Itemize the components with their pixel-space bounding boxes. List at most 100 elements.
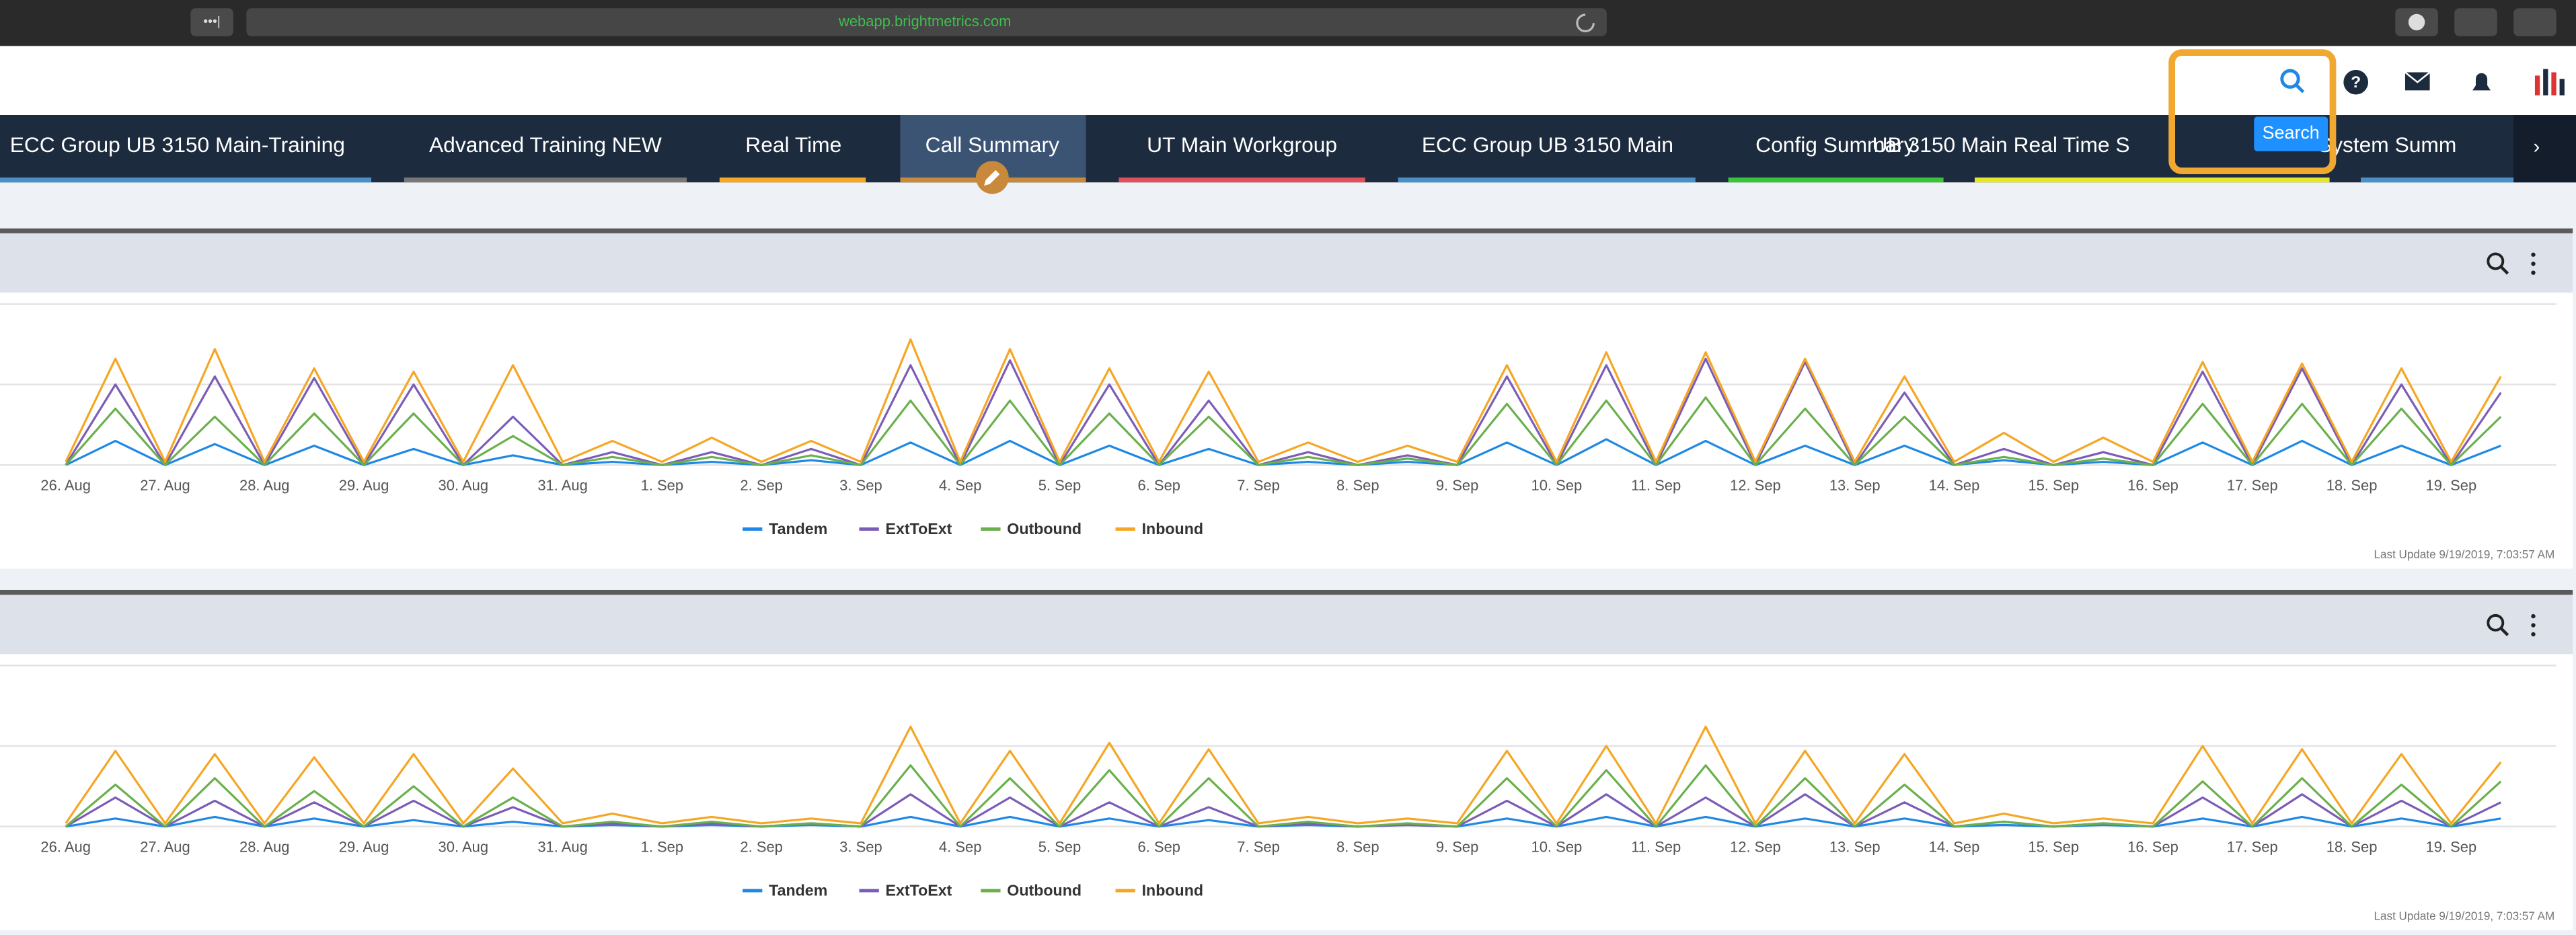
zoom-button[interactable] bbox=[2487, 613, 2509, 636]
menu-label: •••| bbox=[203, 14, 221, 29]
x-tick-label: 5. Sep bbox=[1038, 838, 1082, 855]
menu-dot bbox=[2531, 270, 2536, 275]
x-tick-label: 16. Sep bbox=[2127, 838, 2179, 855]
menu-button[interactable] bbox=[190, 8, 233, 36]
x-tick-label: 15. Sep bbox=[2028, 477, 2079, 494]
mail-icon[interactable] bbox=[2404, 71, 2431, 91]
x-tick-label: 16. Sep bbox=[2127, 477, 2179, 494]
chart-panel: Last Update 9/19/2019, 7:03:57 AM 26. Aug… bbox=[0, 589, 2573, 930]
logo[interactable] bbox=[2534, 69, 2565, 96]
x-tick-label: 13. Sep bbox=[1829, 838, 1881, 855]
last-update: Last Update 9/19/2019, 7:03:57 AM bbox=[2374, 548, 2555, 561]
tab-underline bbox=[404, 177, 687, 183]
x-tick-label: 17. Sep bbox=[2227, 477, 2278, 494]
x-tick-label: 12. Sep bbox=[1730, 838, 1781, 855]
x-tick-label: 30. Aug bbox=[439, 838, 489, 855]
url-field[interactable] bbox=[246, 8, 1607, 36]
x-tick-label: 4. Sep bbox=[939, 477, 982, 494]
tab-underline bbox=[1728, 177, 1944, 183]
tooltip bbox=[2254, 116, 2328, 151]
tab-label: UB 3150 Main Real Time S bbox=[1872, 133, 2130, 157]
menu-dot bbox=[2531, 623, 2536, 628]
menu-button[interactable] bbox=[2531, 252, 2536, 275]
series-line bbox=[65, 438, 2501, 466]
menu-dot bbox=[2531, 632, 2536, 637]
menu-dot bbox=[2531, 252, 2536, 257]
x-tick-label: 28. Aug bbox=[239, 838, 290, 855]
x-tick-label: 10. Sep bbox=[1531, 838, 1583, 855]
last-update: Last Update 9/19/2019, 7:03:57 AM bbox=[2374, 910, 2555, 923]
panel-header bbox=[0, 595, 2573, 654]
zoom-handle bbox=[2500, 266, 2509, 275]
x-tick-label: 31. Aug bbox=[537, 477, 588, 494]
x-tick-label: 30. Aug bbox=[439, 477, 489, 494]
zoom-icon bbox=[2487, 613, 2505, 632]
tab-scroll[interactable] bbox=[2513, 115, 2576, 183]
series-line bbox=[65, 396, 2502, 466]
x-tick-label: 2. Sep bbox=[740, 477, 783, 494]
x-tick-label: 7. Sep bbox=[1237, 838, 1280, 855]
share-button[interactable] bbox=[2454, 8, 2497, 36]
x-tick-label: 28. Aug bbox=[239, 477, 290, 494]
tab-label: Config Summary bbox=[1755, 133, 1915, 157]
x-tick-label: 26. Aug bbox=[40, 838, 91, 855]
legend-label: Outbound bbox=[1007, 520, 1082, 537]
x-tick-label: 8. Sep bbox=[1336, 838, 1379, 855]
tab-underline bbox=[0, 177, 372, 183]
legend-label: Outbound bbox=[1007, 881, 1082, 899]
menu-button[interactable] bbox=[2531, 613, 2536, 637]
x-tick-label: 3. Sep bbox=[839, 477, 882, 494]
series-line bbox=[65, 764, 2502, 828]
reload-icon[interactable] bbox=[1576, 13, 1595, 32]
series-line bbox=[65, 725, 2502, 825]
x-tick-label: 26. Aug bbox=[40, 477, 91, 494]
zoom-icon bbox=[2487, 252, 2505, 270]
tab-label: UT Main Workgroup bbox=[1147, 133, 1337, 157]
tab-underline bbox=[2361, 177, 2514, 183]
x-tick-label: 3. Sep bbox=[839, 838, 882, 855]
download-icon bbox=[2408, 13, 2425, 31]
tab-underline bbox=[1119, 177, 1365, 183]
x-tick-label: 14. Sep bbox=[1929, 838, 1980, 855]
tab-underline bbox=[1398, 177, 1696, 183]
x-tick-label: 8. Sep bbox=[1336, 477, 1379, 494]
x-tick-label: 13. Sep bbox=[1829, 477, 1881, 494]
help-icon[interactable]: ? bbox=[2343, 69, 2369, 95]
legend-label: ExtToExt bbox=[886, 520, 952, 537]
x-tick-label: 15. Sep bbox=[2028, 838, 2079, 855]
legend-label: Inbound bbox=[1142, 881, 1203, 899]
search-icon[interactable] bbox=[2280, 69, 2305, 94]
x-tick-label: 19. Sep bbox=[2425, 838, 2476, 855]
tab-underline bbox=[1975, 177, 2330, 183]
x-tick-label: 18. Sep bbox=[2326, 477, 2378, 494]
x-tick-label: 10. Sep bbox=[1531, 477, 1583, 494]
x-tick-label: 6. Sep bbox=[1137, 838, 1180, 855]
x-tick-label: 1. Sep bbox=[641, 838, 684, 855]
series-line bbox=[65, 338, 2502, 463]
x-tick-label: 1. Sep bbox=[641, 477, 684, 494]
x-tick-label: 11. Sep bbox=[1631, 838, 1681, 855]
zoom-button[interactable] bbox=[2487, 252, 2509, 275]
app-header bbox=[0, 46, 2576, 116]
x-tick-label: 11. Sep bbox=[1631, 477, 1681, 494]
tab-bar bbox=[0, 115, 2576, 183]
url: webapp.brightmetrics.com bbox=[838, 13, 1011, 30]
tab-label: ECC Group UB 3150 Main bbox=[1422, 133, 1673, 157]
bell-icon[interactable] bbox=[2472, 73, 2491, 91]
x-tick-label: 17. Sep bbox=[2227, 838, 2278, 855]
x-tick-label: 2. Sep bbox=[740, 838, 783, 855]
tab-label: ECC Group UB 3150 Main-Training bbox=[10, 133, 345, 157]
pencil-icon bbox=[984, 170, 1000, 186]
chart-panel: Last Update 9/19/2019, 7:03:57 AM 26. Aug… bbox=[0, 228, 2573, 569]
x-tick-label: 9. Sep bbox=[1436, 838, 1479, 855]
x-tick-label: 14. Sep bbox=[1929, 477, 1980, 494]
legend-label: Tandem bbox=[769, 520, 827, 537]
x-tick-label: 6. Sep bbox=[1137, 477, 1180, 494]
series-line bbox=[65, 357, 2502, 466]
highlight-box bbox=[2168, 49, 2337, 174]
x-tick-label: 9. Sep bbox=[1436, 477, 1479, 494]
tabs-button[interactable] bbox=[2513, 8, 2556, 36]
x-tick-label: 29. Aug bbox=[339, 838, 389, 855]
